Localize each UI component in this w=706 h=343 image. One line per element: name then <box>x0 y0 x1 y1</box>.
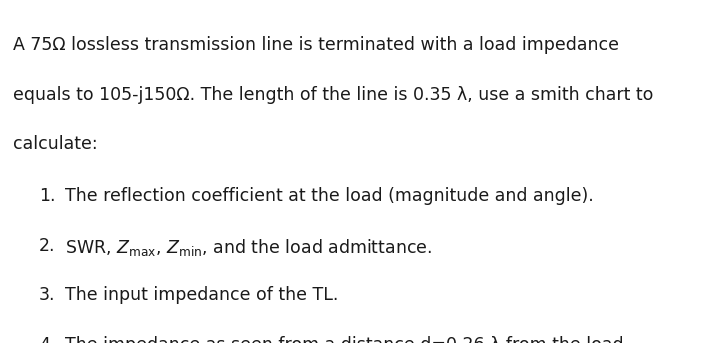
Text: 3.: 3. <box>39 286 55 304</box>
Text: calculate:: calculate: <box>13 135 97 153</box>
Text: A 75Ω lossless transmission line is terminated with a load impedance: A 75Ω lossless transmission line is term… <box>13 36 618 54</box>
Text: SWR, $Z_{\mathrm{max}}$, $Z_{\mathrm{min}}$, and the load admittance.: SWR, $Z_{\mathrm{max}}$, $Z_{\mathrm{min… <box>65 237 432 258</box>
Text: The reflection coefficient at the load (magnitude and angle).: The reflection coefficient at the load (… <box>65 187 594 205</box>
Text: 1.: 1. <box>39 187 55 205</box>
Text: 4.: 4. <box>39 336 55 343</box>
Text: The impedance as seen from a distance d=0.26 λ from the load.: The impedance as seen from a distance d=… <box>65 336 629 343</box>
Text: 2.: 2. <box>39 237 55 255</box>
Text: equals to 105-j150Ω. The length of the line is 0.35 λ, use a smith chart to: equals to 105-j150Ω. The length of the l… <box>13 86 653 104</box>
Text: The input impedance of the TL.: The input impedance of the TL. <box>65 286 338 304</box>
